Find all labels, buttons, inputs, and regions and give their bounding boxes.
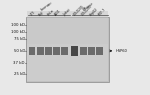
Text: 75 kD: 75 kD — [14, 37, 25, 41]
Text: HSP60: HSP60 — [116, 49, 128, 53]
Bar — [26, 17, 109, 82]
Bar — [61, 47, 68, 55]
Text: COLO205: COLO205 — [81, 4, 94, 17]
Text: Jurkat: Jurkat — [62, 8, 71, 17]
Text: Raji: Raji — [38, 10, 45, 17]
Text: 100 kD: 100 kD — [11, 30, 25, 34]
Text: 25 kD: 25 kD — [14, 72, 25, 76]
Bar — [29, 47, 36, 55]
Text: Mouse: Mouse — [82, 2, 95, 12]
Bar — [96, 47, 103, 55]
Bar — [53, 47, 60, 55]
Text: 100 kD: 100 kD — [11, 23, 25, 27]
Bar — [80, 47, 87, 55]
Text: 3T3: 3T3 — [30, 10, 37, 17]
Text: A431: A431 — [54, 9, 63, 17]
Text: HeLa: HeLa — [46, 9, 54, 17]
Text: COLO205: COLO205 — [72, 4, 85, 17]
Bar — [27, 18, 108, 81]
Bar — [37, 47, 44, 55]
Bar — [88, 47, 95, 55]
Bar — [45, 47, 52, 55]
Bar — [71, 46, 78, 56]
Bar — [27, 9, 108, 44]
Text: 37 kD: 37 kD — [13, 61, 25, 65]
Text: MCF-7: MCF-7 — [97, 8, 107, 17]
Text: human: human — [40, 1, 53, 12]
Text: HepG2: HepG2 — [89, 7, 99, 17]
Text: 50 kD: 50 kD — [14, 49, 25, 53]
